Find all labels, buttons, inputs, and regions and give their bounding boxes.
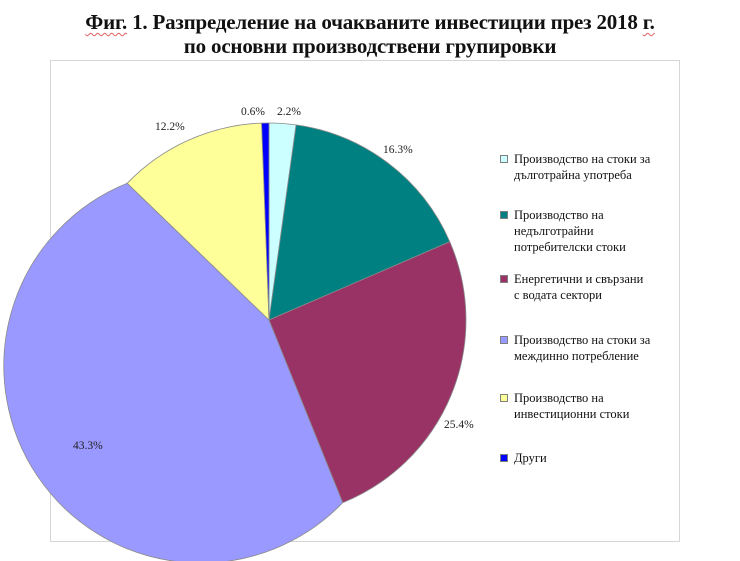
data-label-nondurable-consumer-goods: 16.3% xyxy=(383,144,413,156)
legend-label: Производство на инвестиционни стоки xyxy=(514,391,630,421)
spellcheck-word-fig: Фиг. xyxy=(85,10,128,34)
chart-title: Фиг. 1. Разпределение на очакваните инве… xyxy=(0,10,740,58)
legend-swatch-icon xyxy=(500,155,508,163)
slice-nondurable-consumer-goods xyxy=(268,124,451,321)
slice-intermediate-goods xyxy=(3,182,344,561)
slice-investment-goods xyxy=(126,122,270,321)
legend-label: Производство на недълготрайни потребителск… xyxy=(514,208,626,254)
legend-label: Производство на стоки за междинно потребл… xyxy=(514,333,651,363)
slice-other xyxy=(261,122,270,321)
chart-title-line-2: по основни производствени групировки xyxy=(183,34,557,58)
data-label-investment-goods: 12.2% xyxy=(155,121,185,133)
legend-label: Производство на стоки за дълготрайна упот… xyxy=(514,152,651,182)
slice-energy-water xyxy=(268,241,467,504)
chart-title-text: 1. Разпределение на очакваните инвестици… xyxy=(127,10,643,34)
legend-swatch-icon xyxy=(500,336,508,344)
legend-swatch-icon xyxy=(500,394,508,402)
legend-swatch-icon xyxy=(500,211,508,219)
data-label-intermediate-goods: 43.3% xyxy=(73,440,103,452)
spellcheck-word-year: г. xyxy=(642,10,655,34)
legend-label: Други xyxy=(514,451,547,465)
legend-label: Енергетични и свързани с водата сектори xyxy=(514,272,644,302)
data-label-durable-goods: 2.2% xyxy=(277,106,301,118)
legend-swatch-icon xyxy=(500,454,508,462)
data-label-energy-water: 25.4% xyxy=(444,419,474,431)
data-label-other: 0.6% xyxy=(241,106,265,118)
legend-swatch-icon xyxy=(500,275,508,283)
chart-title-line-1: Фиг. 1. Разпределение на очакваните инве… xyxy=(0,10,740,34)
